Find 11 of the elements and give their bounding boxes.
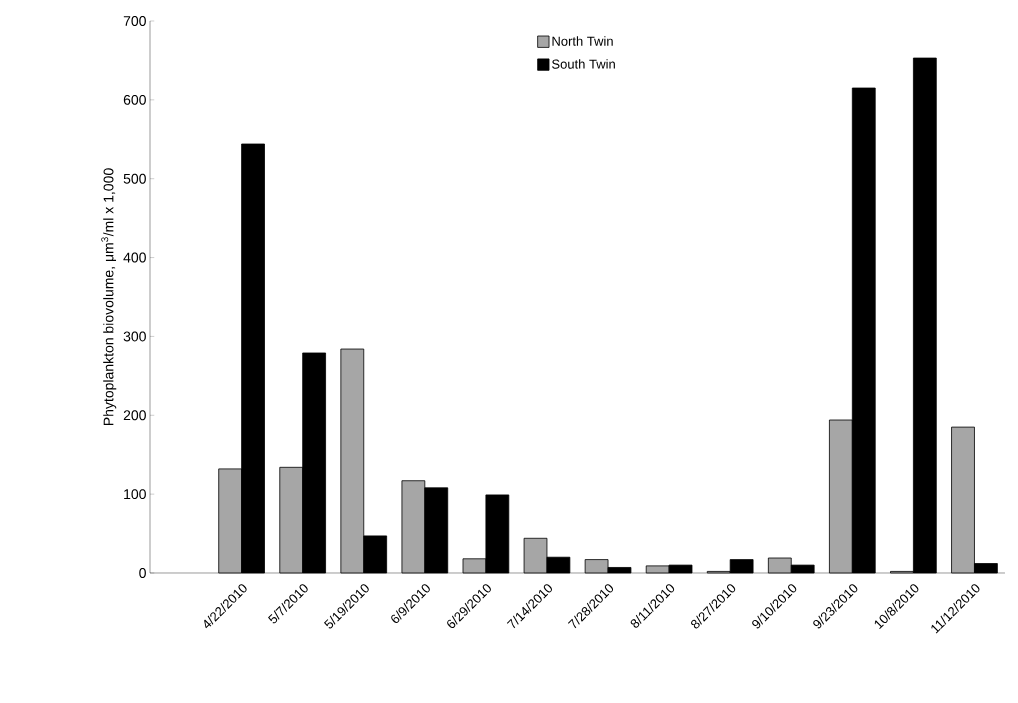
legend-label: South Twin [552, 59, 615, 69]
legend-label: North Twin [552, 36, 613, 46]
y-tick-label: 600 [123, 94, 146, 105]
y-tick-label: 300 [123, 331, 146, 342]
y-tick-label: 400 [123, 252, 146, 263]
y-tick-label: 700 [123, 16, 146, 26]
y-tick-label: 500 [123, 173, 146, 184]
y-axis-title: Phytoplankton biovolume, μm$^{3}$/ml x 1,000 [101, 168, 117, 426]
y-tick-label: 200 [123, 410, 146, 421]
y-tick-label: 100 [124, 489, 146, 500]
y-tick-label: 0 [139, 568, 146, 578]
